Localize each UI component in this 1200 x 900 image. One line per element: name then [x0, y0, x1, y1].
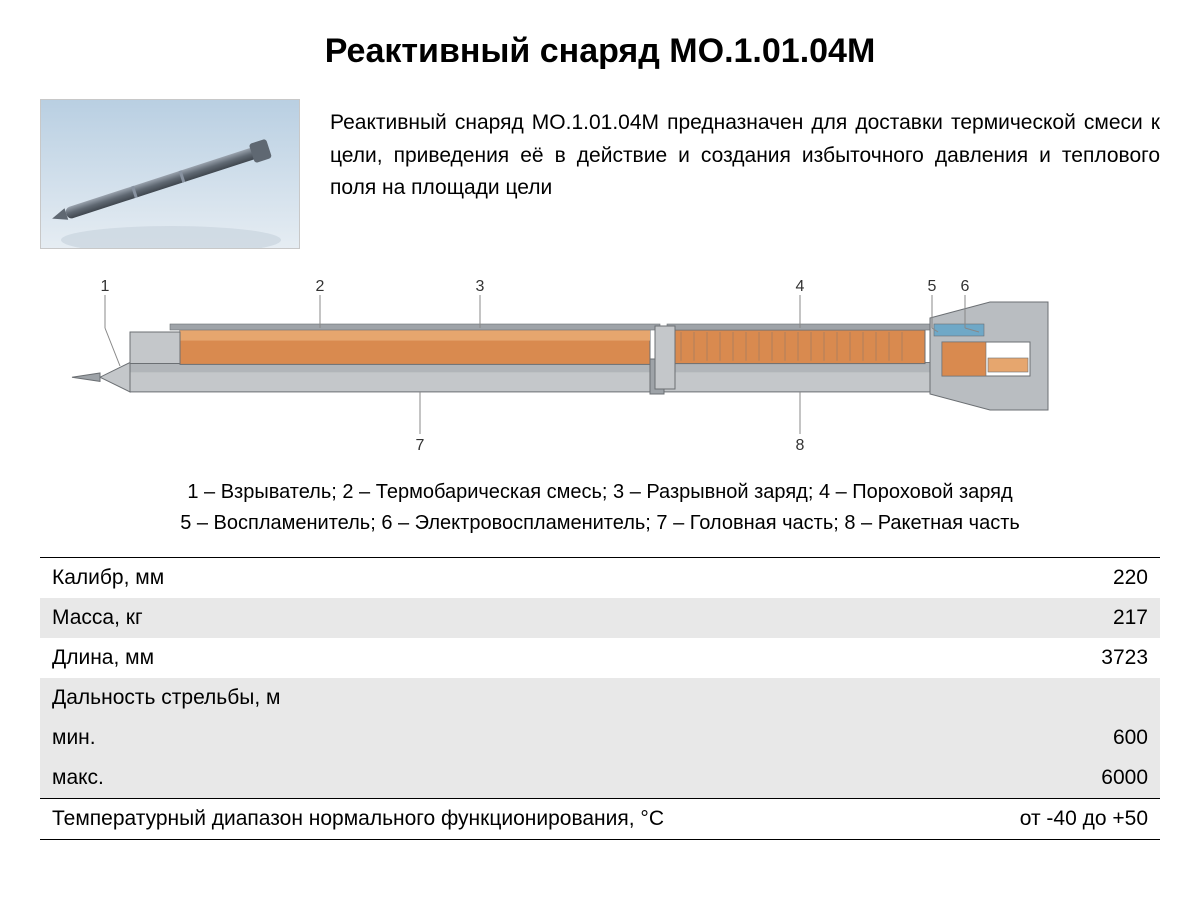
- svg-text:6: 6: [961, 278, 970, 295]
- table-row: Длина, мм3723: [40, 638, 1160, 678]
- svg-text:1: 1: [101, 278, 110, 295]
- svg-text:2: 2: [316, 278, 325, 295]
- spec-value: 3723: [944, 638, 1160, 678]
- cutaway-diagram: 1 2 3 4 5 6 7 8: [40, 269, 1160, 469]
- diagram-legend: 1 – Взрыватель; 2 – Термобарическая смес…: [40, 477, 1160, 539]
- spec-label: Длина, мм: [40, 638, 944, 678]
- spec-label: Масса, кг: [40, 598, 944, 638]
- specifications-table: Калибр, мм220Масса, кг217Длина, мм3723Да…: [40, 557, 1160, 840]
- spec-value: 220: [944, 558, 1160, 599]
- svg-text:7: 7: [416, 437, 425, 454]
- table-row: Масса, кг217: [40, 598, 1160, 638]
- spec-label: мин.: [40, 718, 944, 758]
- intro-row: Реактивный снаряд МО.1.01.04М предназнач…: [40, 99, 1160, 249]
- table-row: Калибр, мм220: [40, 558, 1160, 599]
- svg-text:3: 3: [476, 278, 485, 295]
- table-row: макс.6000: [40, 758, 1160, 799]
- spec-value: 6000: [944, 758, 1160, 799]
- svg-text:4: 4: [796, 278, 805, 295]
- spec-label: макс.: [40, 758, 944, 799]
- spec-label: Температурный диапазон нормального функц…: [40, 799, 944, 840]
- spec-value: 217: [944, 598, 1160, 638]
- spec-label: Дальность стрельбы, м: [40, 678, 944, 718]
- svg-text:5: 5: [928, 278, 937, 295]
- thumbnail-image: [40, 99, 300, 249]
- table-row: Дальность стрельбы, м: [40, 678, 1160, 718]
- spec-value: от -40 до +50: [944, 799, 1160, 840]
- spec-value: 600: [944, 718, 1160, 758]
- legend-line-1: 1 – Взрыватель; 2 – Термобарическая смес…: [40, 477, 1160, 508]
- svg-text:8: 8: [796, 437, 805, 454]
- spec-value: [944, 678, 1160, 718]
- table-row: Температурный диапазон нормального функц…: [40, 799, 1160, 840]
- legend-line-2: 5 – Воспламенитель; 6 – Электровоспламен…: [40, 508, 1160, 539]
- table-row: мин.600: [40, 718, 1160, 758]
- spec-label: Калибр, мм: [40, 558, 944, 599]
- description-text: Реактивный снаряд МО.1.01.04М предназнач…: [330, 99, 1160, 205]
- page-title: Реактивный снаряд МО.1.01.04М: [40, 32, 1160, 71]
